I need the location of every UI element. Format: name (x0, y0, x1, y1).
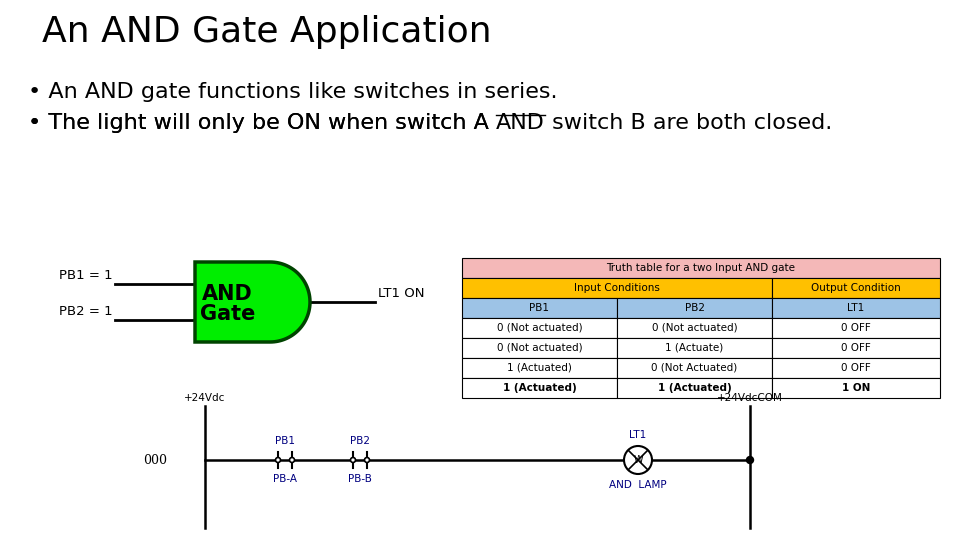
Text: AND  LAMP: AND LAMP (610, 480, 667, 490)
PathPatch shape (195, 262, 310, 342)
Text: • An AND gate functions like switches in series.: • An AND gate functions like switches in… (28, 82, 558, 102)
Bar (617, 358, 772, 378)
Text: 0 (Not actuated): 0 (Not actuated) (652, 323, 737, 333)
Circle shape (276, 457, 280, 462)
Bar (462, 338, 617, 358)
Text: 0 OFF: 0 OFF (841, 343, 871, 353)
Text: 0 (Not actuated): 0 (Not actuated) (496, 323, 583, 333)
Circle shape (365, 457, 370, 462)
Text: 0 (Not Actuated): 0 (Not Actuated) (652, 363, 737, 373)
Text: PB1: PB1 (275, 436, 295, 446)
Text: 0 (Not actuated): 0 (Not actuated) (496, 343, 583, 353)
Bar (462, 278, 772, 298)
Circle shape (747, 456, 754, 463)
Text: PB2: PB2 (350, 436, 370, 446)
Text: • The light will only be ON when switch A: • The light will only be ON when switch … (28, 113, 496, 133)
Bar (617, 378, 772, 398)
Text: 1 (Actuate): 1 (Actuate) (665, 343, 724, 353)
Bar (772, 358, 940, 378)
Bar (772, 278, 940, 298)
Text: PB-B: PB-B (348, 474, 372, 484)
Text: AND: AND (496, 113, 545, 133)
Text: AND: AND (203, 284, 252, 304)
Text: PB2: PB2 (684, 303, 705, 313)
Text: 1 (Actuated): 1 (Actuated) (658, 383, 732, 393)
Bar (462, 358, 617, 378)
Text: An AND Gate Application: An AND Gate Application (42, 15, 492, 49)
Text: +24Vdc: +24Vdc (184, 393, 226, 403)
Circle shape (624, 446, 652, 474)
Text: +24VdcCOM: +24VdcCOM (717, 393, 783, 403)
Circle shape (350, 457, 355, 462)
Text: 000: 000 (143, 454, 167, 467)
Text: PB2 = 1: PB2 = 1 (60, 305, 113, 318)
Text: LT1 ON: LT1 ON (378, 287, 424, 300)
Bar (462, 298, 617, 318)
Text: 1 (Actuated): 1 (Actuated) (507, 363, 572, 373)
Bar (772, 378, 940, 398)
Text: 0 OFF: 0 OFF (841, 363, 871, 373)
Text: PB-A: PB-A (273, 474, 297, 484)
Text: PB1 = 1: PB1 = 1 (60, 269, 113, 282)
Bar (772, 318, 940, 338)
Text: LT1: LT1 (848, 303, 865, 313)
Bar (462, 378, 617, 398)
Text: switch B are both closed.: switch B are both closed. (545, 113, 832, 133)
Bar (772, 298, 940, 318)
Bar (617, 318, 772, 338)
Bar (772, 338, 940, 358)
Text: PB1: PB1 (530, 303, 549, 313)
Bar (617, 298, 772, 318)
Bar (617, 338, 772, 358)
Text: • The light will only be ON when switch A: • The light will only be ON when switch … (28, 113, 496, 133)
Text: LT1: LT1 (630, 430, 647, 440)
Text: 1 (Actuated): 1 (Actuated) (503, 383, 576, 393)
Bar (462, 318, 617, 338)
Text: Truth table for a two Input AND gate: Truth table for a two Input AND gate (607, 263, 796, 273)
Text: W: W (634, 455, 643, 465)
Text: Output Condition: Output Condition (811, 283, 900, 293)
Text: Gate: Gate (200, 304, 255, 324)
Text: 0 OFF: 0 OFF (841, 323, 871, 333)
Text: Input Conditions: Input Conditions (574, 283, 660, 293)
Bar (462, 258, 940, 278)
Circle shape (290, 457, 295, 462)
Text: 1 ON: 1 ON (842, 383, 870, 393)
